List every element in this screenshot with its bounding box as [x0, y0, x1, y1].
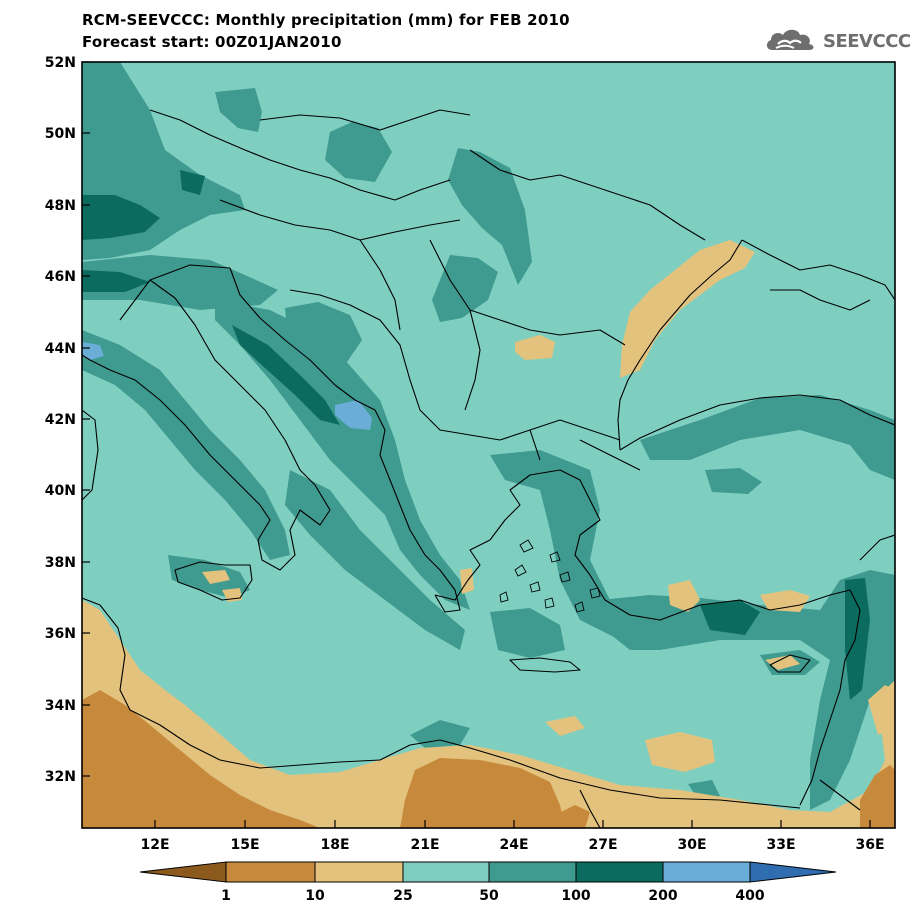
lon-label: 18E	[320, 837, 349, 853]
lon-label: 12E	[140, 837, 169, 853]
legend-swatch-above-400	[749, 861, 837, 883]
color-legend	[139, 861, 837, 883]
lat-label: 34N	[45, 698, 76, 714]
legend-swatch	[662, 861, 751, 883]
lat-label: 40N	[45, 483, 76, 499]
lon-label: 33E	[766, 837, 795, 853]
lat-label: 50N	[45, 126, 76, 142]
lat-label: 42N	[45, 412, 76, 428]
precip-200-400-zones	[82, 342, 372, 430]
cloud-icon	[766, 29, 814, 50]
legend-label: 1	[221, 888, 231, 904]
legend-swatch	[225, 861, 316, 883]
lat-label: 48N	[45, 198, 76, 214]
legend-swatch	[402, 861, 490, 883]
legend-label: 400	[735, 888, 764, 904]
lat-label: 46N	[45, 269, 76, 285]
legend-swatch	[575, 861, 664, 883]
precipitation-field	[82, 62, 895, 828]
lon-label: 30E	[677, 837, 706, 853]
map-frame	[81, 61, 896, 829]
lat-label: 36N	[45, 626, 76, 642]
legend-swatch	[488, 861, 577, 883]
lon-label: 21E	[410, 837, 439, 853]
aegean-islands	[499, 539, 601, 613]
legend-label: 200	[648, 888, 677, 904]
legend-label: 50	[479, 888, 499, 904]
coastlines-borders	[82, 109, 895, 828]
legend-label: 25	[393, 888, 412, 904]
precip-100-200-zones	[82, 170, 870, 700]
lon-label: 27E	[588, 837, 617, 853]
longitude-labels: 12E 15E 18E 21E 24E 27E 30E 33E 36E	[140, 837, 884, 853]
lat-label: 38N	[45, 555, 76, 571]
latitude-labels: 52N 50N 48N 46N 44N 42N 40N 38N 36N 34N …	[45, 55, 76, 785]
forecast-start: Forecast start: 00Z01JAN2010	[82, 33, 342, 51]
lat-label: 44N	[45, 341, 76, 357]
lat-label: 52N	[45, 55, 76, 71]
seevccc-logo: SEEVCCC	[764, 24, 911, 56]
precip-1-10-zones	[82, 690, 895, 828]
legend-labels: 1 10 25 50 100 200 400	[221, 888, 765, 904]
legend-label: 10	[305, 888, 325, 904]
lon-label: 15E	[230, 837, 259, 853]
legend-label: 100	[561, 888, 590, 904]
map-title: RCM-SEEVCCC: Monthly precipitation (mm) …	[82, 11, 570, 29]
lon-label: 36E	[855, 837, 884, 853]
legend-swatch	[314, 861, 404, 883]
lon-label: 24E	[499, 837, 528, 853]
logo-text: SEEVCCC	[823, 31, 911, 52]
legend-swatch-below-1	[139, 861, 227, 883]
axis-ticks	[82, 61, 871, 828]
lat-label: 32N	[45, 769, 76, 785]
